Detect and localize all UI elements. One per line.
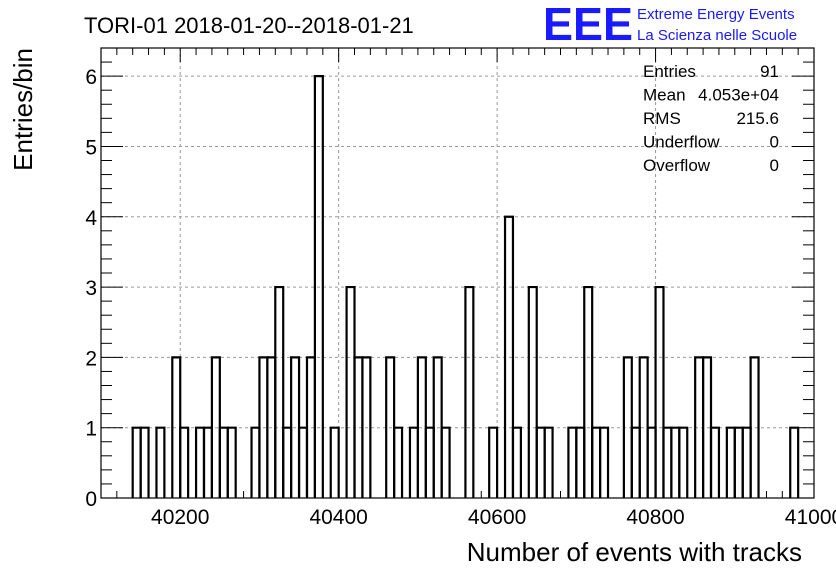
y-axis-label: Entries/bin bbox=[8, 48, 38, 171]
histogram-bin bbox=[583, 285, 594, 498]
histogram-bin bbox=[749, 356, 760, 498]
histogram-bin bbox=[155, 426, 166, 498]
y-tick-label: 4 bbox=[85, 207, 97, 230]
histogram-bin bbox=[709, 426, 721, 498]
x-tick-label: 40200 bbox=[151, 506, 209, 529]
axis-ticks bbox=[100, 48, 815, 499]
histogram-bin bbox=[654, 285, 665, 498]
histogram-bin bbox=[511, 426, 522, 498]
chart-title: TORI-01 2018-01-20--2018-01-21 bbox=[84, 13, 414, 38]
histogram-bin bbox=[313, 75, 324, 498]
y-tick-label: 6 bbox=[85, 66, 97, 89]
stat-value: 0 bbox=[770, 156, 779, 175]
histogram-bin bbox=[440, 426, 451, 498]
stat-label: Entries bbox=[643, 62, 696, 81]
histogram-bin bbox=[464, 285, 475, 498]
logo-letters: EEE bbox=[543, 0, 633, 50]
y-tick-label: 2 bbox=[85, 347, 97, 370]
histogram-bin bbox=[527, 285, 538, 498]
histogram-bin bbox=[543, 426, 554, 498]
eee-logo: EEE Extreme Energy Events La Scienza nel… bbox=[543, 0, 797, 50]
x-tick-label: 40400 bbox=[309, 506, 367, 529]
stat-label: Overflow bbox=[643, 156, 711, 175]
y-tick-label: 3 bbox=[85, 277, 97, 300]
logo-line-2: La Scienza nelle Scuole bbox=[637, 27, 797, 44]
histogram-bin bbox=[488, 426, 499, 498]
x-axis-label: Number of events with tracks bbox=[467, 537, 802, 567]
histogram-bin bbox=[599, 426, 610, 498]
histogram-bin bbox=[393, 426, 404, 498]
y-tick-labels: 0 1 2 3 4 5 6 bbox=[85, 66, 97, 511]
y-tick-label: 1 bbox=[85, 418, 97, 441]
stats-box: Entries 91 Mean 4.053e+04 RMS 215.6 Underflow 0… bbox=[643, 62, 779, 175]
histogram-bin bbox=[503, 215, 515, 498]
stat-value: 4.053e+04 bbox=[698, 86, 779, 105]
y-tick-label: 0 bbox=[85, 488, 97, 511]
histogram-bars bbox=[131, 75, 800, 498]
stat-value: 215.6 bbox=[736, 109, 779, 128]
histogram-bin bbox=[678, 426, 689, 498]
histogram-bin bbox=[139, 426, 150, 498]
x-tick-label: 40600 bbox=[468, 506, 526, 529]
stat-value: 0 bbox=[770, 133, 779, 152]
x-tick-label: 40800 bbox=[626, 506, 684, 529]
histogram-bin bbox=[329, 426, 340, 498]
y-tick-label: 5 bbox=[85, 136, 97, 159]
histogram-bin bbox=[226, 426, 237, 498]
histogram-bin bbox=[274, 285, 285, 498]
logo-line-1: Extreme Energy Events bbox=[637, 6, 795, 23]
stat-label: Mean bbox=[643, 86, 686, 105]
histogram-bin bbox=[179, 426, 190, 498]
stat-label: Underflow bbox=[643, 133, 720, 152]
histogram-bin bbox=[361, 356, 372, 498]
stat-label: RMS bbox=[643, 109, 681, 128]
stat-value: 91 bbox=[760, 62, 779, 81]
